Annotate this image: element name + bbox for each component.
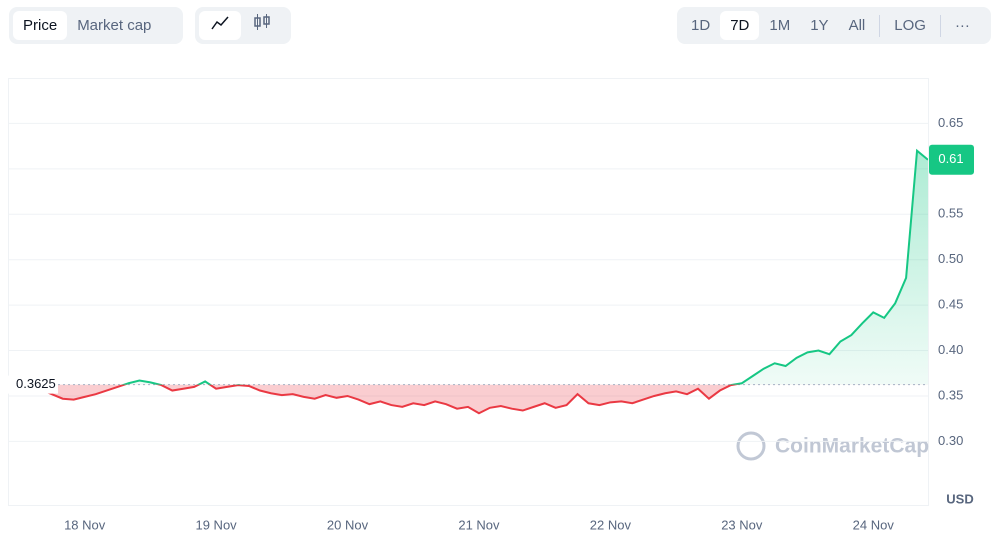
range-tabs: 1D 7D 1M 1Y All LOG ··· (677, 7, 991, 44)
y-tick-label: 0.60 (938, 160, 963, 175)
watermark: CoinMarketCap (775, 435, 929, 458)
separator (879, 14, 881, 37)
y-tick-label: 0.45 (938, 297, 963, 312)
line-style[interactable] (199, 11, 241, 40)
log-button[interactable]: LOG (894, 17, 926, 34)
x-tick-label: 18 Nov (64, 517, 106, 532)
y-tick-label: 0.65 (938, 115, 963, 130)
price-line-down (8, 384, 740, 415)
baseline-tag-bg (8, 375, 58, 394)
y-tick-label: 0.55 (938, 206, 963, 221)
range-tab[interactable]: All (848, 17, 866, 34)
chart-style-tabs (195, 7, 291, 44)
price-line-up (8, 148, 928, 385)
x-tick-label: 20 Nov (327, 517, 369, 532)
y-tick-label: 0.35 (938, 387, 963, 402)
range-tab[interactable]: 1D (691, 17, 711, 34)
market-cap-tab[interactable]: Market cap (77, 17, 152, 34)
more-button[interactable]: ··· (954, 17, 970, 34)
y-tick-label: 0.50 (938, 251, 963, 266)
separator (939, 14, 941, 37)
baseline-label: 0.3625 (16, 376, 56, 391)
x-tick-label: 23 Nov (721, 517, 763, 532)
area-up (8, 150, 928, 385)
price-tag-label: 0.61 (938, 151, 963, 166)
line-icon (211, 16, 229, 30)
candle-icon (254, 14, 270, 30)
area-down (8, 384, 734, 414)
x-tick-label: 24 Nov (853, 517, 895, 532)
x-tick-label: 21 Nov (458, 517, 500, 532)
y-tick-label: 0.30 (938, 433, 963, 448)
watermark-logo (736, 431, 766, 461)
range-tab[interactable]: 7D (720, 11, 760, 40)
candle-style[interactable] (241, 11, 283, 40)
x-tick-label: 22 Nov (590, 517, 632, 532)
plot-frame (8, 78, 929, 506)
price-tag (929, 144, 974, 175)
price-tab[interactable]: Price (13, 11, 68, 40)
y-unit: USD (946, 491, 973, 506)
x-tick-label: 19 Nov (195, 517, 237, 532)
metric-tabs: Price Market cap (9, 7, 183, 44)
range-tab[interactable]: 1Y (810, 17, 829, 34)
y-tick-label: 0.40 (938, 342, 963, 357)
range-tab[interactable]: 1M (769, 17, 791, 34)
